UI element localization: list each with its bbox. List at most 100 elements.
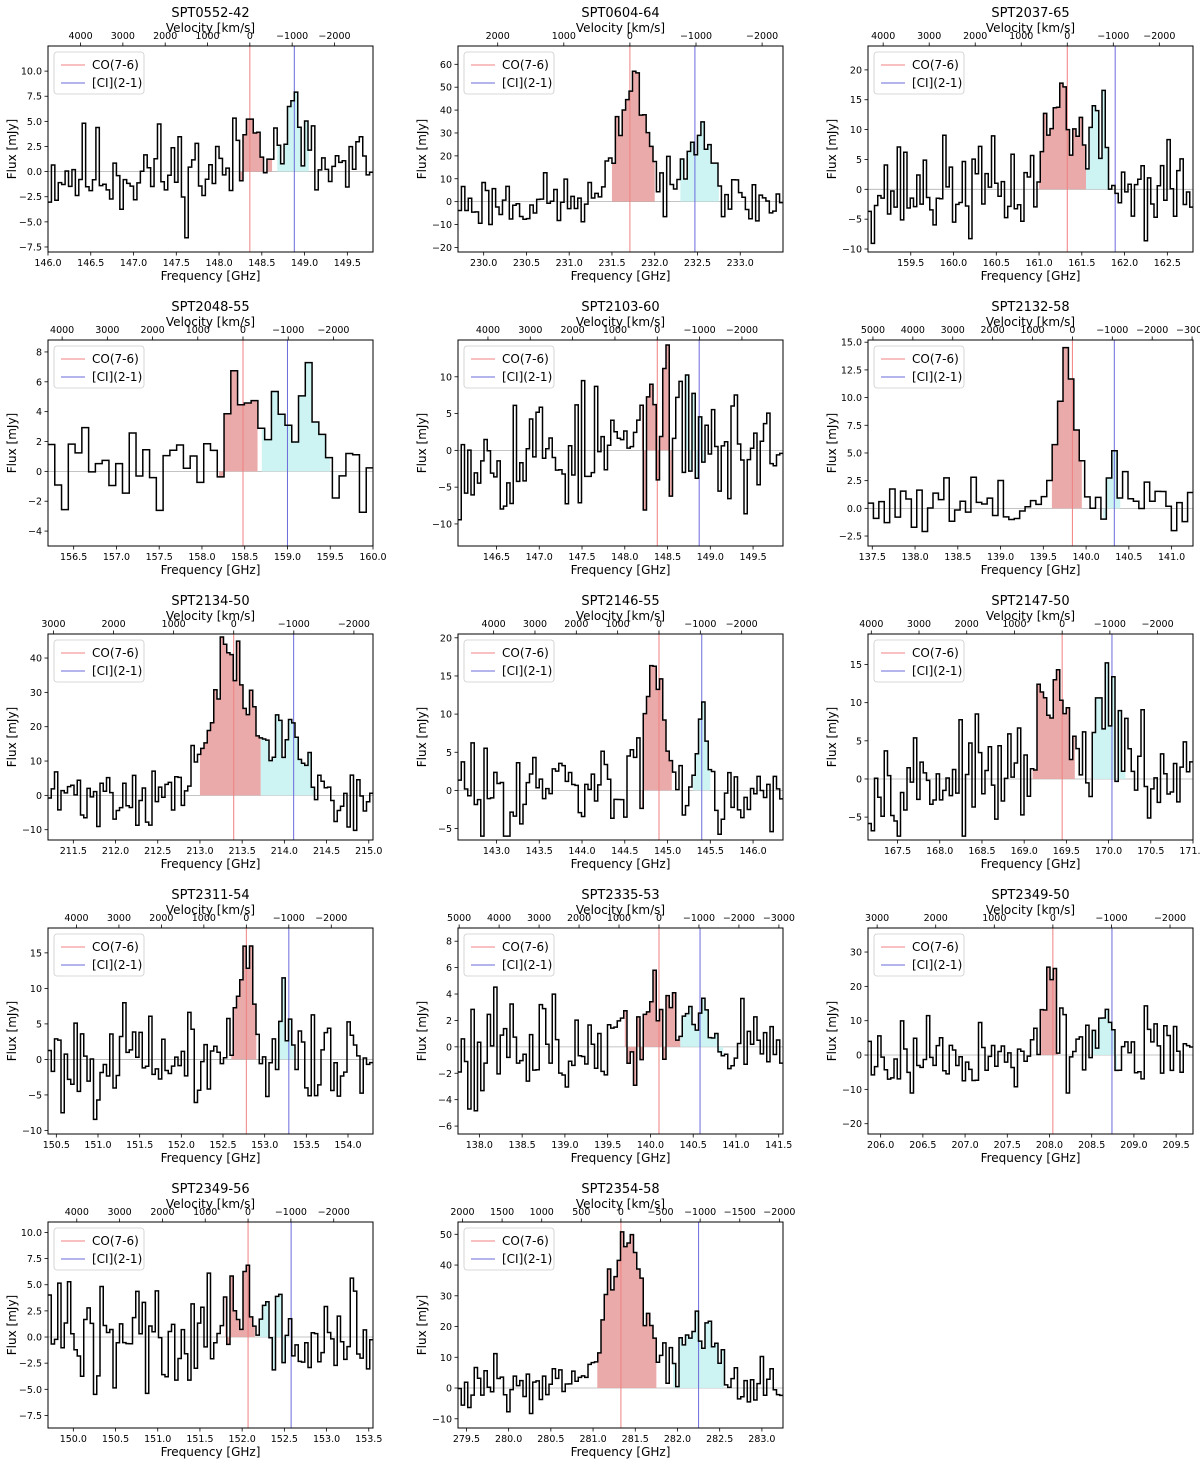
velocity-tick-label: 4000 bbox=[65, 1207, 89, 1218]
x-tick-label: 145.5 bbox=[697, 846, 724, 857]
velocity-tick-label: −500 bbox=[647, 1207, 673, 1218]
y-tick-label: 5.0 bbox=[847, 448, 862, 459]
x-tick-label: 149.5 bbox=[739, 552, 766, 563]
spectrum-line bbox=[868, 82, 1193, 245]
x-tick-label: 214.0 bbox=[271, 846, 298, 857]
legend: CO(7-6) [CI](2-1) bbox=[53, 51, 145, 95]
x-tick-label: 206.5 bbox=[909, 1140, 936, 1151]
velocity-tick-label: 2000 bbox=[561, 325, 585, 336]
velocity-tick-label: 4000 bbox=[487, 913, 511, 924]
legend: CO(7-6) [CI](2-1) bbox=[463, 345, 555, 389]
velocity-tick-label: 2000 bbox=[150, 1207, 174, 1218]
velocity-tick-label: 0 bbox=[1064, 31, 1070, 42]
plot-frame bbox=[47, 633, 374, 841]
velocity-tick-label: −2000 bbox=[338, 619, 370, 630]
spectrum-chart: 156.5 157.0 157.5 158.0 158.5 159.0 159.5 160.0… bbox=[5, 300, 387, 577]
x-tick-label: 161.0 bbox=[1025, 258, 1052, 269]
y-tick-label: 4 bbox=[36, 407, 42, 418]
velocity-tick-label: −2000 bbox=[318, 31, 350, 42]
x-tick-label: 159.5 bbox=[317, 552, 344, 563]
x-tick-label: 147.0 bbox=[526, 552, 553, 563]
plot-frame bbox=[47, 927, 374, 1135]
x-tick-label: 156.5 bbox=[60, 552, 87, 563]
legend: CO(7-6) [CI](2-1) bbox=[463, 639, 555, 683]
co-line-fill bbox=[597, 1231, 657, 1389]
y-tick-label: −5.0 bbox=[19, 1385, 42, 1396]
y-tick-label: 10.0 bbox=[21, 1228, 42, 1239]
spectrum-chart: 137.5 138.0 138.5 139.0 139.5 140.0 140.5 141.0… bbox=[825, 300, 1200, 577]
velocity-tick-label: 4000 bbox=[901, 325, 925, 336]
spectrum-panel: 150.5 151.0 151.5 152.0 152.5 153.0 153.5 154.0… bbox=[0, 882, 400, 1176]
velocity-tick-label: 1000 bbox=[982, 913, 1006, 924]
x-tick-label: 138.5 bbox=[509, 1140, 536, 1151]
panel-title: SPT2311-54 bbox=[171, 888, 249, 903]
legend-label-co: CO(7-6) bbox=[92, 352, 139, 366]
y-tick-label: −10 bbox=[842, 1085, 862, 1096]
x-tick-label: 146.0 bbox=[739, 846, 766, 857]
velocity-tick-label: 4000 bbox=[859, 619, 883, 630]
x-tick-label: 280.5 bbox=[537, 1434, 564, 1445]
y-tick-label: −2 bbox=[28, 497, 42, 508]
y-tick-label: 15 bbox=[440, 671, 452, 682]
y-tick-label: 20 bbox=[850, 982, 862, 993]
legend-label-co: CO(7-6) bbox=[502, 1234, 549, 1248]
plot-frame bbox=[457, 339, 784, 547]
legend-label-co: CO(7-6) bbox=[92, 646, 139, 660]
velocity-tick-label: −1000 bbox=[1094, 619, 1126, 630]
velocity-tick-label: 3000 bbox=[107, 913, 131, 924]
legend: CO(7-6) [CI](2-1) bbox=[463, 51, 555, 95]
x-tick-label: 162.0 bbox=[1111, 258, 1138, 269]
spectrum-line bbox=[458, 344, 783, 521]
y-tick-label: 40 bbox=[30, 654, 42, 665]
y-axis-label: Flux [mJy] bbox=[825, 413, 839, 473]
x-tick-label: 137.5 bbox=[859, 552, 886, 563]
ci-line-fill bbox=[1091, 1009, 1118, 1071]
x-tick-label: 146.5 bbox=[77, 258, 104, 269]
velocity-tick-label: −2000 bbox=[318, 1207, 350, 1218]
spectrum-line bbox=[48, 91, 373, 239]
y-tick-label: 2 bbox=[36, 437, 42, 448]
y-tick-label: 5 bbox=[36, 1019, 42, 1030]
x-tick-label: 281.5 bbox=[622, 1434, 649, 1445]
spectrum-panel: 211.5 212.0 212.5 213.0 213.5 214.0 214.5 215.0… bbox=[0, 588, 400, 882]
y-tick-label: 5 bbox=[446, 409, 452, 420]
spectrum-panel: 159.5 160.0 160.5 161.0 161.5 162.0 162.5 −10 −5… bbox=[820, 0, 1200, 294]
y-tick-label: 0 bbox=[856, 185, 862, 196]
legend-label-co: CO(7-6) bbox=[92, 940, 139, 954]
y-tick-label: 5 bbox=[856, 155, 862, 166]
y-tick-label: −5.0 bbox=[19, 217, 42, 228]
spectrum-panel: 143.0 143.5 144.0 144.5 145.0 145.5 146.0 −5 0 5 1… bbox=[410, 588, 810, 882]
velocity-tick-label: 1000 bbox=[607, 913, 631, 924]
y-tick-label: 15 bbox=[850, 95, 862, 106]
x-tick-label: 159.5 bbox=[897, 258, 924, 269]
x-tick-label: 157.5 bbox=[146, 552, 173, 563]
velocity-tick-label: 3000 bbox=[941, 325, 965, 336]
velocity-tick-label: 1500 bbox=[490, 1207, 514, 1218]
x-tick-label: 150.0 bbox=[60, 1434, 87, 1445]
velocity-tick-label: −2000 bbox=[1143, 31, 1175, 42]
legend-label-co: CO(7-6) bbox=[502, 940, 549, 954]
y-tick-label: 60 bbox=[440, 60, 452, 71]
spectrum-chart: 138.0 138.5 139.0 139.5 140.0 140.5 141.0 141.5… bbox=[415, 888, 795, 1165]
x-axis-label: Frequency [GHz] bbox=[981, 563, 1081, 577]
plot-frame bbox=[47, 1221, 374, 1429]
plot-frame bbox=[867, 339, 1194, 547]
y-tick-label: 50 bbox=[440, 1230, 452, 1241]
legend-label-co: CO(7-6) bbox=[912, 940, 959, 954]
y-tick-label: 2.5 bbox=[27, 1306, 42, 1317]
spectrum-line bbox=[48, 945, 373, 1121]
spectrum-line bbox=[48, 1264, 373, 1396]
spectrum-panel: 137.5 138.0 138.5 139.0 139.5 140.0 140.5 141.0… bbox=[820, 294, 1200, 588]
velocity-axis-label: Velocity [km/s] bbox=[576, 903, 665, 917]
spectrum-panel: 138.0 138.5 139.0 139.5 140.0 140.5 141.0 141.5… bbox=[410, 882, 810, 1176]
x-tick-label: 149.0 bbox=[697, 552, 724, 563]
x-tick-label: 154.0 bbox=[334, 1140, 361, 1151]
spectrum-line bbox=[868, 966, 1193, 1094]
velocity-tick-label: 4000 bbox=[871, 31, 895, 42]
y-tick-label: 0 bbox=[36, 791, 42, 802]
x-tick-label: 230.5 bbox=[513, 258, 540, 269]
x-tick-label: 139.0 bbox=[987, 552, 1014, 563]
velocity-axis-label: Velocity [km/s] bbox=[576, 21, 665, 35]
velocity-tick-label: 1000 bbox=[162, 619, 186, 630]
velocity-tick-label: 2000 bbox=[149, 913, 173, 924]
